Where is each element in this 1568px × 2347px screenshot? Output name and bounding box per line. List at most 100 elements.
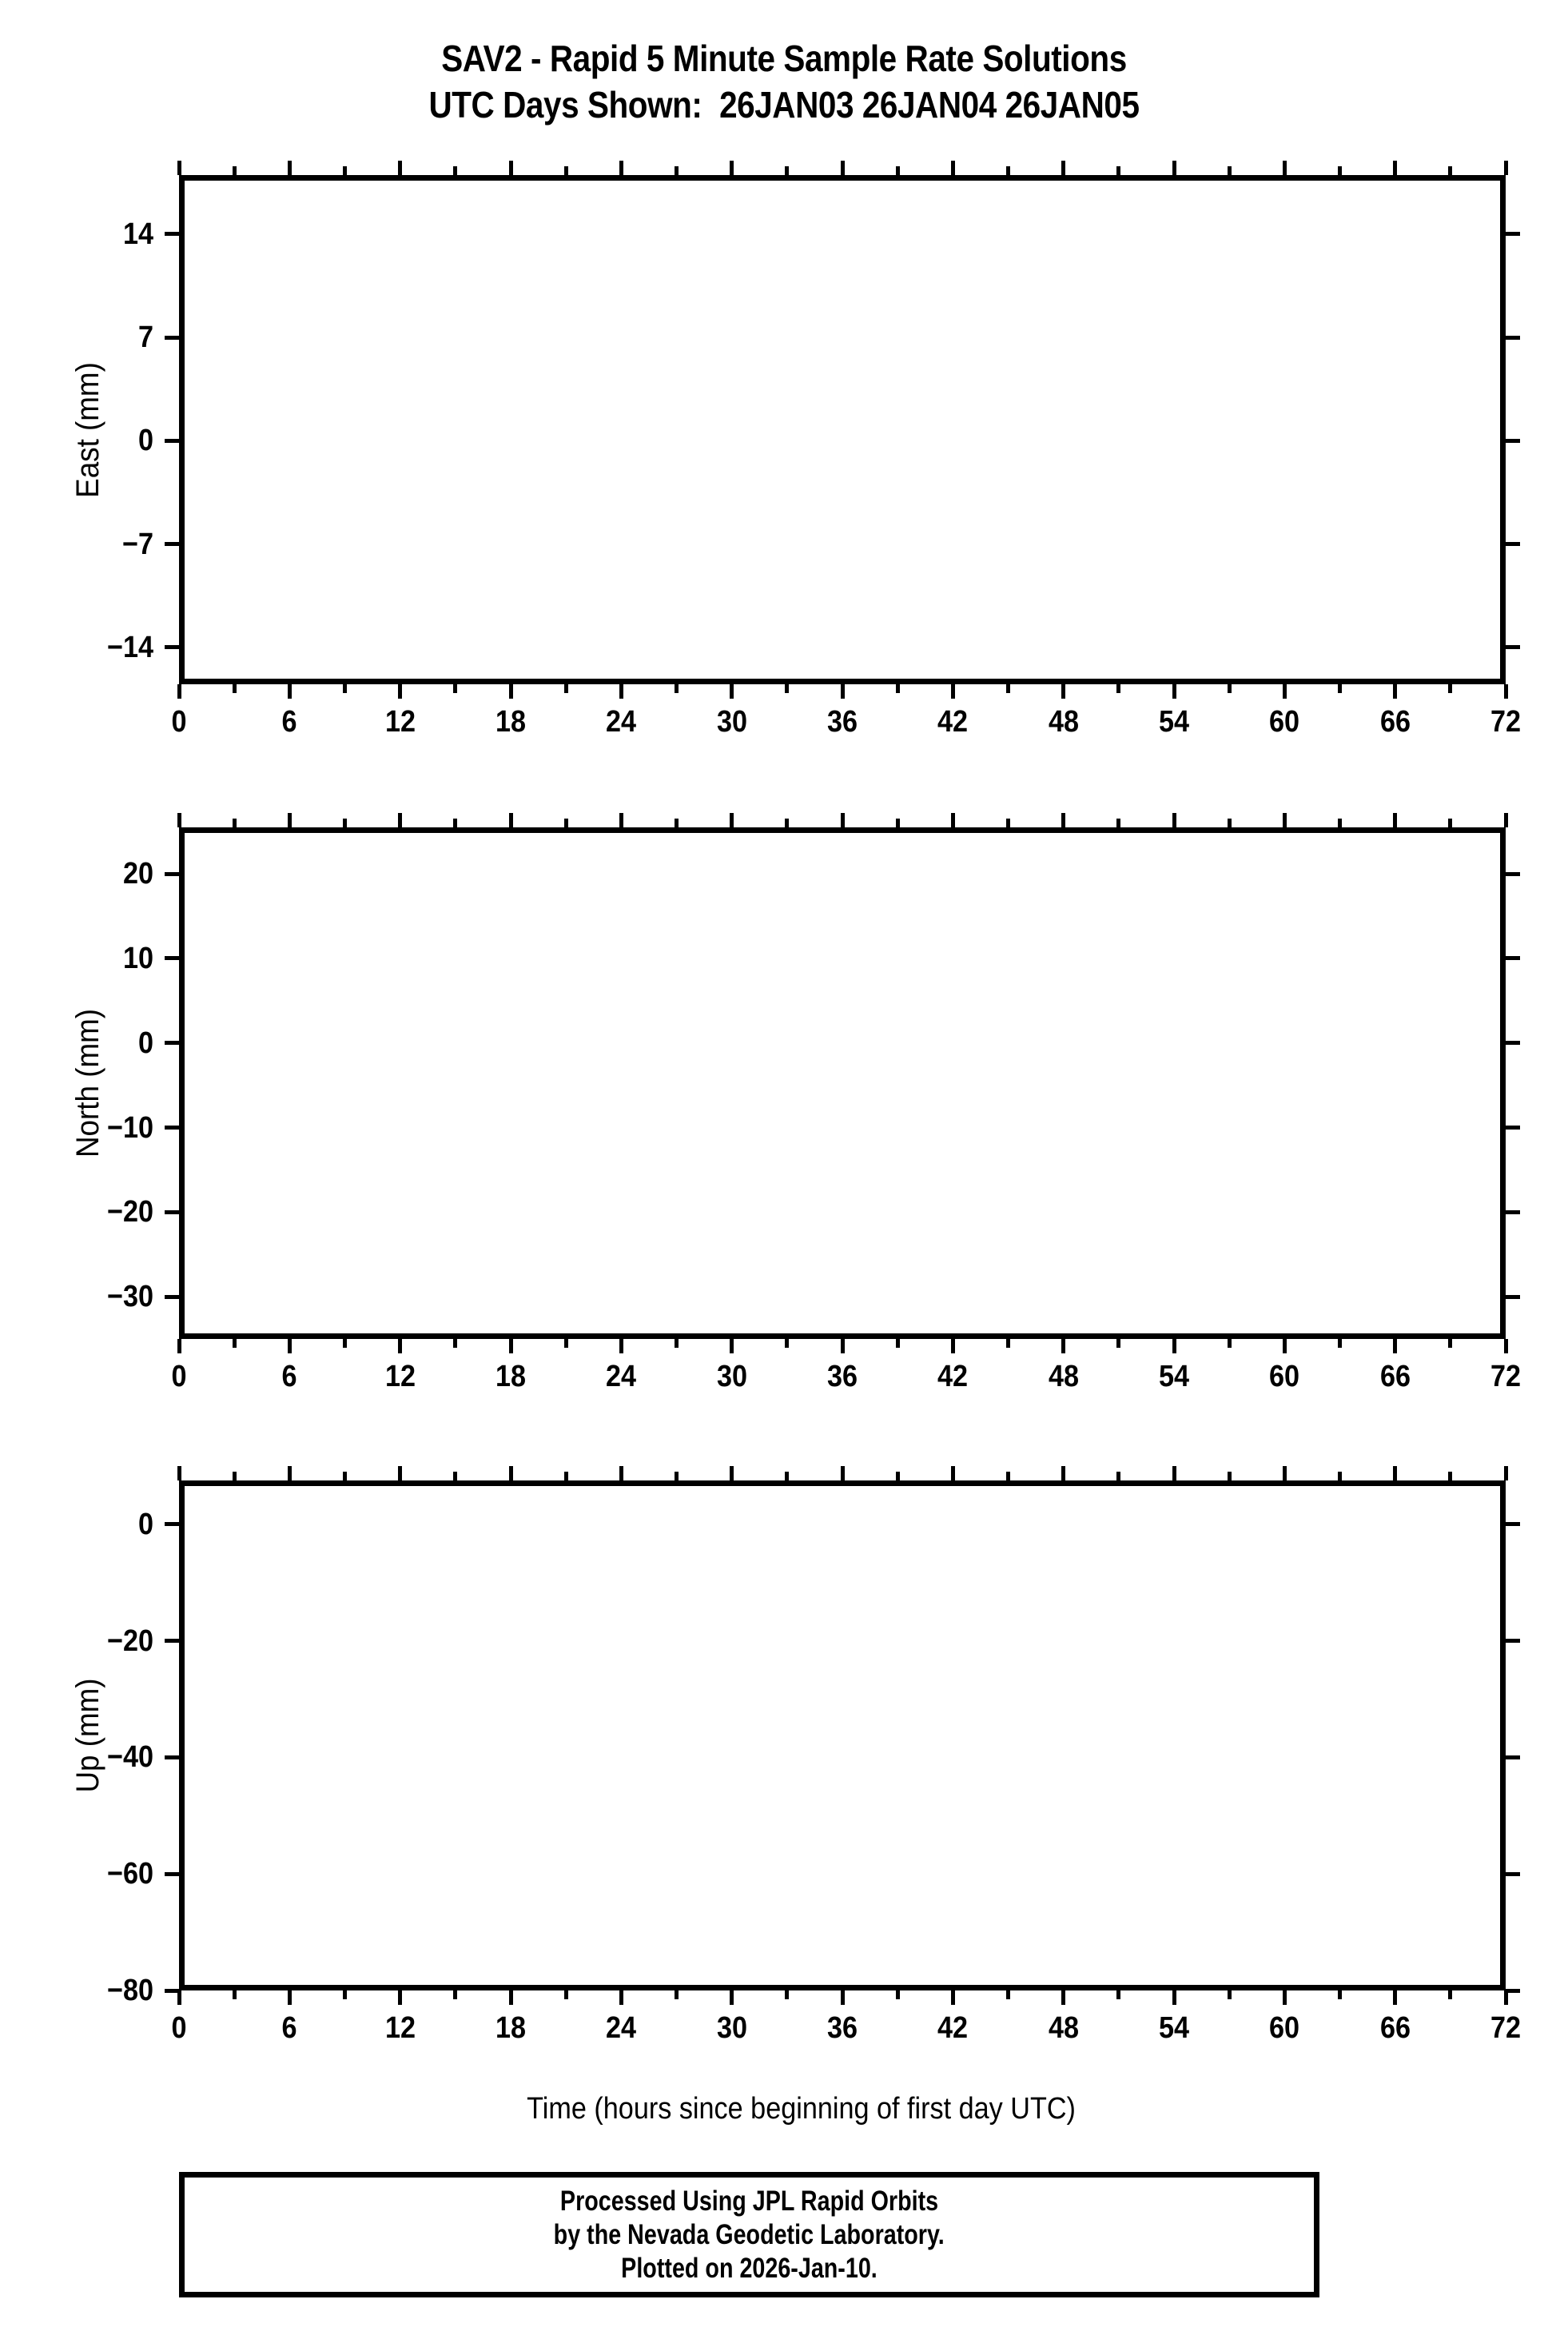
y-tick-right-north — [1506, 1126, 1520, 1130]
x-tick-north — [563, 1339, 568, 1348]
x-tick-label-north: 66 — [1379, 1360, 1411, 1393]
x-tick-label-north: 18 — [495, 1360, 527, 1393]
x-tick-top-north — [287, 813, 292, 827]
x-tick-label-north: 54 — [1158, 1360, 1190, 1393]
x-tick-label-up: 18 — [495, 2011, 527, 2045]
x-tick-north — [730, 1339, 734, 1353]
x-tick-up — [619, 1990, 623, 2005]
x-tick-top-east — [1006, 166, 1010, 175]
x-tick-top-east — [1393, 161, 1398, 175]
x-tick-label-north: 6 — [281, 1360, 297, 1393]
y-tick-right-east — [1506, 335, 1520, 340]
x-tick-up — [730, 1990, 734, 2005]
x-tick-north — [177, 1339, 181, 1353]
x-tick-up — [1338, 1990, 1342, 1999]
x-tick-top-north — [1116, 819, 1121, 827]
footer-line-1: Processed Using JPL Rapid Orbits — [559, 2185, 939, 2217]
y-tick-label-up: −40 — [106, 1740, 153, 1775]
x-tick-top-north — [1448, 819, 1453, 827]
x-tick-top-up — [343, 1472, 347, 1480]
x-tick-top-north — [1172, 813, 1176, 827]
x-tick-label-east: 72 — [1490, 705, 1522, 739]
x-tick-east — [287, 684, 292, 699]
y-tick-right-north — [1506, 956, 1520, 961]
y-tick-up — [165, 1522, 179, 1527]
x-tick-east — [1116, 684, 1121, 693]
figure-title: SAV2 - Rapid 5 Minute Sample Rate Soluti… — [0, 35, 1568, 128]
y-tick-east — [165, 438, 179, 443]
x-tick-north — [287, 1339, 292, 1353]
x-tick-top-east — [563, 166, 568, 175]
x-tick-north — [1393, 1339, 1398, 1353]
panel-east — [179, 175, 1506, 684]
x-tick-east — [785, 684, 790, 693]
y-tick-up — [165, 1871, 179, 1876]
x-tick-top-north — [232, 819, 237, 827]
x-tick-label-east: 54 — [1158, 705, 1190, 739]
x-tick-north — [1338, 1339, 1342, 1348]
x-tick-label-north: 36 — [826, 1360, 858, 1393]
x-tick-north — [840, 1339, 845, 1353]
x-tick-label-east: 30 — [716, 705, 747, 739]
y-tick-right-east — [1506, 542, 1520, 547]
x-tick-east — [343, 684, 347, 693]
x-tick-top-up — [453, 1472, 458, 1480]
x-tick-east — [177, 684, 181, 699]
x-tick-top-up — [619, 1466, 623, 1480]
y-tick-label-east: 7 — [137, 321, 153, 355]
x-tick-label-north: 24 — [606, 1360, 637, 1393]
x-tick-top-east — [453, 166, 458, 175]
x-tick-up — [840, 1990, 845, 2005]
x-tick-east — [1503, 684, 1508, 699]
x-tick-top-north — [1338, 819, 1342, 827]
x-tick-north — [508, 1339, 513, 1353]
x-tick-top-up — [675, 1472, 679, 1480]
x-tick-north — [1448, 1339, 1453, 1348]
x-tick-east — [1061, 684, 1066, 699]
x-tick-label-north: 72 — [1490, 1360, 1522, 1393]
y-tick-label-north: 10 — [122, 941, 153, 975]
x-tick-label-up: 36 — [826, 2011, 858, 2045]
x-tick-label-north: 48 — [1048, 1360, 1079, 1393]
x-tick-label-up: 48 — [1048, 2011, 1079, 2045]
x-tick-north — [232, 1339, 237, 1348]
x-axis-title-text: Time (hours since beginning of first day… — [526, 2092, 1076, 2126]
x-tick-up — [1393, 1990, 1398, 2005]
x-tick-top-up — [1061, 1466, 1066, 1480]
x-tick-up — [1172, 1990, 1176, 2005]
x-tick-top-up — [287, 1466, 292, 1480]
y-tick-label-north: 0 — [137, 1026, 153, 1060]
y-tick-right-east — [1506, 645, 1520, 650]
x-tick-top-north — [1061, 813, 1066, 827]
x-tick-top-east — [730, 161, 734, 175]
x-tick-label-north: 30 — [716, 1360, 747, 1393]
y-tick-east — [165, 232, 179, 237]
y-tick-right-up — [1506, 1522, 1520, 1527]
y-tick-label-north: −30 — [106, 1280, 153, 1314]
x-tick-east — [1338, 684, 1342, 693]
x-tick-east — [453, 684, 458, 693]
x-tick-top-north — [177, 813, 181, 827]
x-tick-east — [398, 684, 403, 699]
x-tick-label-east: 42 — [937, 705, 969, 739]
x-tick-up — [177, 1990, 181, 2005]
y-tick-right-east — [1506, 232, 1520, 237]
x-tick-north — [675, 1339, 679, 1348]
x-tick-north — [1172, 1339, 1176, 1353]
x-tick-top-north — [1503, 813, 1508, 827]
x-tick-top-up — [232, 1472, 237, 1480]
x-tick-north — [1061, 1339, 1066, 1353]
x-tick-label-east: 36 — [826, 705, 858, 739]
y-axis-title-up: Up (mm) — [70, 1678, 105, 1793]
x-tick-east — [1282, 684, 1287, 699]
x-tick-top-north — [895, 819, 900, 827]
x-tick-east — [730, 684, 734, 699]
y-tick-east — [165, 542, 179, 547]
y-tick-north — [165, 956, 179, 961]
x-tick-east — [232, 684, 237, 693]
x-tick-label-up: 60 — [1269, 2011, 1300, 2045]
x-tick-top-east — [508, 161, 513, 175]
x-tick-east — [1227, 684, 1232, 693]
x-tick-label-east: 24 — [606, 705, 637, 739]
x-tick-top-east — [1061, 161, 1066, 175]
